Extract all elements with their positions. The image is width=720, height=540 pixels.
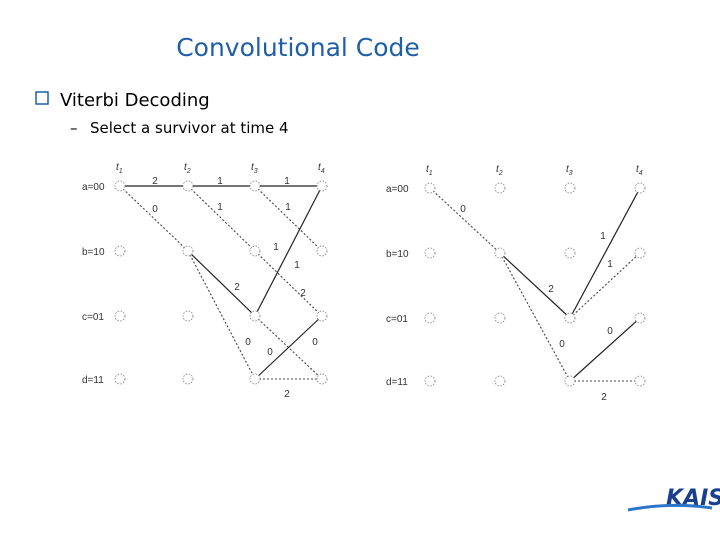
trellis-left-edges (119, 185, 323, 380)
branch-metric: 0 (607, 326, 613, 337)
branch-metric: 0 (245, 337, 251, 348)
state-label: c=01 (386, 314, 408, 325)
trellis-node (249, 373, 261, 385)
bullet-text: Viterbi Decoding (60, 90, 210, 111)
time-base: t (566, 164, 570, 175)
time-label: t4 (318, 162, 325, 175)
time-sub: 4 (639, 170, 643, 177)
time-base: t (251, 162, 255, 173)
time-label: t1 (116, 162, 123, 175)
branch-metric: 1 (294, 260, 300, 271)
trellis-node (249, 310, 261, 322)
branch-metric: 1 (285, 202, 291, 213)
time-base: t (116, 162, 120, 173)
time-label: t3 (566, 164, 573, 177)
time-label: t4 (636, 164, 643, 177)
trellis-node (564, 312, 576, 324)
trellis-node (249, 245, 261, 257)
time-sub: 3 (569, 170, 573, 177)
time-sub: 4 (321, 168, 325, 175)
time-label: t2 (184, 162, 191, 175)
trellis-node (634, 375, 646, 387)
trellis-node (114, 373, 126, 385)
time-label: t1 (426, 164, 433, 177)
trellis-node (249, 180, 261, 192)
branch-metric: 1 (607, 259, 613, 270)
branch-metric: 0 (267, 347, 273, 358)
state-label: a=00 (82, 182, 105, 193)
trellis-node (316, 373, 328, 385)
branch-metric: 2 (548, 284, 554, 295)
time-sub: 3 (254, 168, 258, 175)
state-label: a=00 (386, 184, 409, 195)
state-label: d=11 (82, 375, 104, 386)
branch-metric: 2 (300, 288, 306, 299)
logo-swoosh (627, 503, 713, 512)
time-sub: 1 (429, 170, 433, 177)
trellis-node (182, 245, 194, 257)
trellis-node (634, 247, 646, 259)
state-label: b=10 (386, 249, 409, 260)
branch-metric: 1 (273, 242, 279, 253)
trellis-node (494, 312, 506, 324)
dash: – (70, 119, 78, 137)
time-label: t3 (251, 162, 258, 175)
trellis-right-edges (429, 187, 641, 382)
branch-metric: 0 (152, 204, 158, 215)
time-label: t2 (496, 164, 503, 177)
branch-metric: 0 (312, 337, 318, 348)
slide-title: Convolutional Code (176, 33, 420, 62)
trellis-node (424, 375, 436, 387)
time-base: t (636, 164, 640, 175)
branch-metric: 1 (217, 176, 223, 187)
branch-metric: 2 (152, 176, 158, 187)
branch-metric: 0 (559, 339, 565, 350)
time-sub: 2 (186, 168, 191, 175)
trellis-node (494, 182, 506, 194)
trellis-node (316, 310, 328, 322)
trellis-node (316, 245, 328, 257)
state-label: c=01 (82, 312, 104, 323)
branch-metric: 2 (234, 282, 240, 293)
time-sub: 1 (119, 168, 123, 175)
state-label: d=11 (386, 377, 408, 388)
trellis-node (564, 375, 576, 387)
branch-metric: 2 (284, 389, 290, 400)
time-base: t (184, 162, 188, 173)
trellis-node (182, 373, 194, 385)
trellis-node (564, 247, 576, 259)
branch-metric: 2 (601, 392, 607, 403)
trellis-node (316, 180, 328, 192)
trellis-node (564, 182, 576, 194)
trellis-node (114, 180, 126, 192)
trellis-node (182, 310, 194, 322)
trellis-node (424, 182, 436, 194)
time-base: t (496, 164, 500, 175)
sub-bullet-text: Select a survivor at time 4 (90, 119, 289, 137)
branch-metric: 1 (217, 202, 223, 213)
trellis-node (494, 375, 506, 387)
trellis-node (634, 182, 646, 194)
trellis-node (114, 245, 126, 257)
trellis-node (114, 310, 126, 322)
branch-metric: 0 (460, 204, 466, 215)
time-base: t (426, 164, 430, 175)
time-sub: 2 (498, 170, 503, 177)
state-label: b=10 (82, 247, 105, 258)
trellis-node (494, 247, 506, 259)
trellis-node (424, 247, 436, 259)
trellis-node (634, 312, 646, 324)
time-base: t (318, 162, 322, 173)
branch-metric: 1 (600, 231, 606, 242)
bullet-icon (35, 91, 49, 105)
trellis-node (182, 180, 194, 192)
trellis-node (424, 312, 436, 324)
branch-metric: 1 (284, 176, 290, 187)
